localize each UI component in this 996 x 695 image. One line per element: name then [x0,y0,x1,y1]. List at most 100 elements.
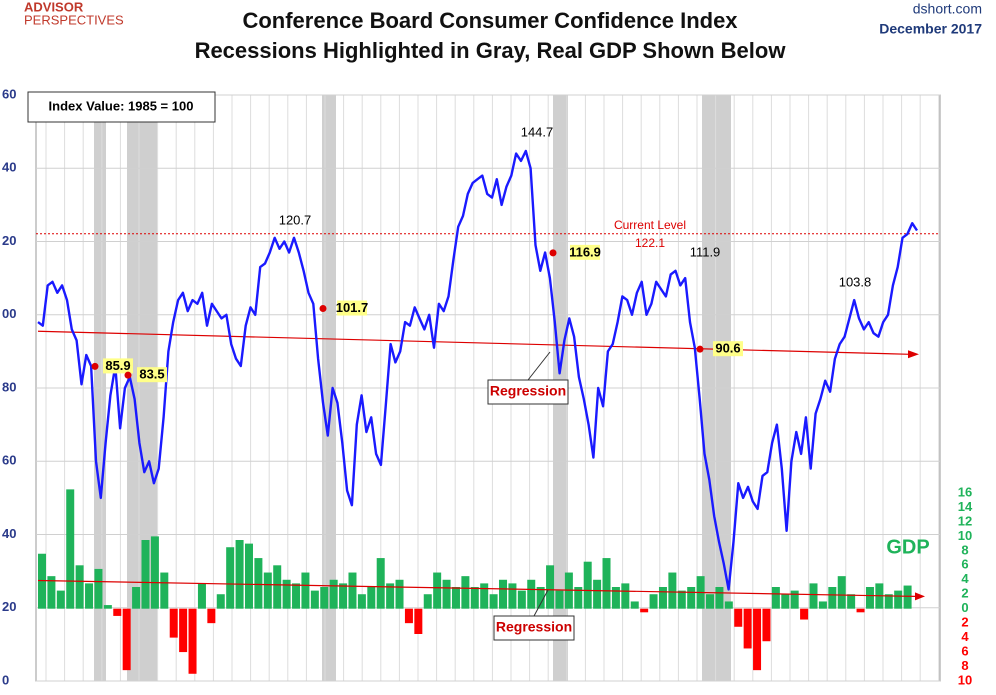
gdp-bar [56,590,65,609]
gdp-bar [94,568,103,609]
callout-box [487,379,569,405]
gdp-bar [470,587,479,609]
gdp-regression-line [37,579,916,597]
gdp-bar [724,601,733,609]
y2-tick-label: 2 [961,586,968,601]
y-tick-label: 80 [2,379,16,394]
gdp-bar [160,572,169,609]
gdp-bar [367,587,376,609]
y2-tick-label: 6 [961,644,968,659]
gdp-bar [376,558,385,609]
y-tick-label: 00 [2,306,16,321]
gdp-bar [85,583,94,609]
callout-label: Regression [490,383,566,399]
date: December 2017 [879,21,982,37]
source: dshort.com [913,1,982,17]
gdp-bar [499,579,508,609]
gdp-bar [451,587,460,609]
gdp-bar [630,601,639,609]
gdp-bar [687,587,696,609]
gdp-bar [150,536,159,609]
gdp-bar [141,540,150,609]
y2-tick-label: 0 [961,600,968,615]
gdp-bar [263,572,272,609]
gdp-bar [357,594,366,609]
y-tick-label: 20 [2,233,16,248]
gdp-bar [649,594,658,609]
gdp-bar [743,608,752,649]
gdp-bar [602,558,611,609]
gdp-bar [292,583,301,609]
gdp-bar [771,587,780,609]
gdp-bar [856,608,865,613]
current-level-label: Current Level [614,218,686,232]
gdp-bar [273,565,282,609]
gdp-bar [38,553,46,609]
gdp-bar [677,590,686,609]
gdp-bar [762,608,771,642]
callout-pointer [533,589,549,617]
gdp-bar [282,579,291,609]
gdp-bar [442,579,451,609]
annotation-bg [570,244,600,260]
y2-tick-label: 4 [961,629,969,644]
gdp-bar [395,579,404,609]
logo-top: ADVISOR [24,0,84,14]
y2-tick-label: 12 [958,513,972,528]
gdp-bar [310,590,319,609]
cci-line [37,149,919,591]
y-tick-label: 40 [2,526,16,541]
regression-line [37,330,911,355]
gdp-bar [621,583,630,609]
gdp-bar [583,561,592,609]
y2-tick-label: 14 [958,499,973,514]
annotation-label: 83.5 [139,367,164,382]
gdp-bar [433,572,442,609]
gdp-bar [254,558,263,609]
gdp-bar [47,576,56,609]
gdp-bar [132,587,141,609]
gdp-bar [207,608,216,624]
annotation-dot [696,345,704,353]
y2-tick-label: 16 [958,484,972,499]
annotation-dot [319,305,327,313]
gdp-bar [894,590,903,609]
gdp-bar [753,608,762,671]
gdp-bar [800,608,809,620]
y2-tick-label: 6 [961,557,968,572]
gdp-bar [320,587,329,609]
gdp-bar [122,608,131,671]
gdp-bar [527,579,536,609]
gdp-bar [706,594,715,609]
peak-label: 144.7 [521,124,554,139]
arrow-head [908,350,919,359]
gdp-bar [536,587,545,609]
callout-label: Regression [496,619,572,635]
gdp-bar [640,608,649,613]
gdp-bar [734,608,743,627]
gdp-bar [555,590,564,609]
gdp-bar [339,583,348,609]
peak-label: 103.8 [839,274,872,289]
current-level-value: 122.1 [635,236,665,250]
peak-label: 120.7 [279,212,312,227]
gdp-bar [480,583,489,609]
gdp-bar [113,608,122,616]
y-tick-label: 0 [2,672,9,687]
annotation-label: 101.7 [336,300,369,315]
gdp-bar [226,547,235,609]
gdp-bar [658,587,667,609]
annotation-bg [713,341,743,357]
y2-tick-label: 8 [961,542,968,557]
gdp-bar [574,587,583,609]
gdp-bar [715,587,724,609]
y-tick-label: 60 [2,453,16,468]
annotation-label: 90.6 [715,341,740,356]
chart-subtitle: Recessions Highlighted in Gray, Real GDP… [195,38,787,63]
y-tick-label: 40 [2,160,16,175]
note: Index Value: 1985 = 100 [49,98,194,113]
gdp-bar [188,608,197,674]
callout-box [493,615,575,641]
gdp-bar [329,579,338,609]
